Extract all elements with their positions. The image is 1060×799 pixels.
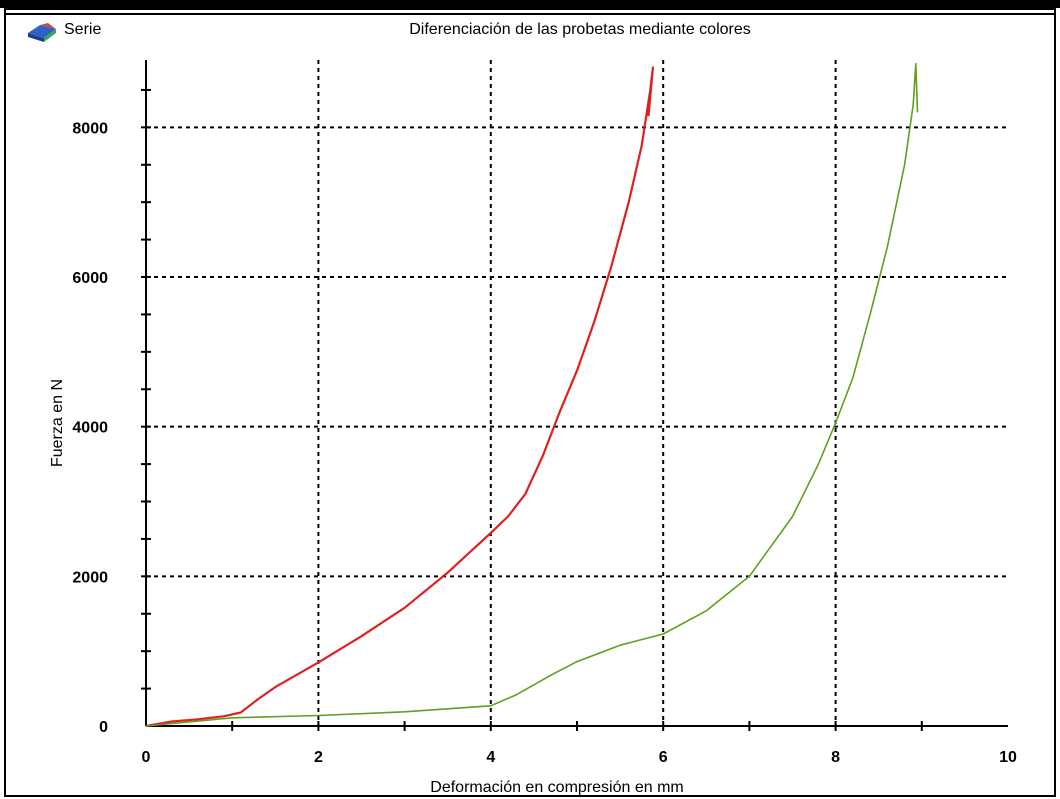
header-divider	[4, 13, 1056, 15]
y-tick-label: 2000	[72, 569, 108, 586]
x-tick-label: 4	[486, 749, 495, 766]
x-tick-label: 2	[314, 749, 323, 766]
chart-app-icon[interactable]	[26, 21, 60, 43]
chart-title: Diferenciación de las probetas mediante …	[409, 21, 751, 38]
y-tick-label: 4000	[72, 420, 108, 437]
chart-window	[4, 8, 1056, 797]
x-tick-label: 10	[999, 749, 1017, 766]
series-line-1	[145, 66, 655, 728]
y-axis-title: Fuerza en N	[49, 379, 66, 467]
x-tick-label: 6	[659, 749, 668, 766]
y-tick-label: 8000	[72, 120, 108, 137]
x-tick-label: 0	[142, 749, 151, 766]
x-tick-label: 8	[831, 749, 840, 766]
app-label: Serie	[64, 21, 102, 38]
y-tick-label: 6000	[72, 270, 108, 287]
x-axis-title: Deformación en compresión en mm	[430, 779, 683, 796]
y-tick-label: 0	[99, 719, 108, 736]
window-top-border	[0, 0, 1060, 8]
series-line-2	[145, 62, 919, 727]
